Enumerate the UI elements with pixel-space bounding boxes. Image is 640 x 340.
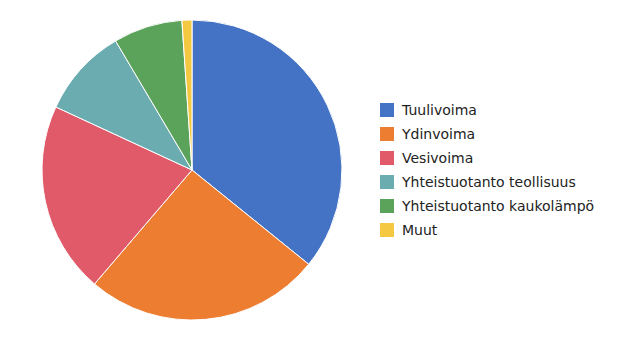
legend-swatch [380,199,394,213]
legend-item: Yhteistuotanto kaukolämpö [380,198,594,214]
legend-swatch [380,175,394,189]
legend-swatch [380,151,394,165]
legend-item: Muut [380,222,438,238]
legend-label: Ydinvoima [401,126,475,142]
legend-swatch [380,223,394,237]
legend-item: Tuulivoima [380,102,477,118]
pie-slice [182,20,192,170]
legend-swatch [380,127,394,141]
legend-label: Tuulivoima [401,102,477,118]
legend-item: Yhteistuotanto teollisuus [380,174,576,190]
legend: Tuulivoima Ydinvoima Vesivoima Yhteistuotan… [380,102,594,238]
legend-item: Ydinvoima [380,126,475,142]
legend-label: Yhteistuotanto kaukolämpö [401,198,594,214]
pie [42,20,342,320]
legend-label: Vesivoima [402,150,473,166]
legend-swatch [380,103,394,117]
legend-label: Muut [402,222,438,238]
legend-label: Yhteistuotanto teollisuus [401,174,576,190]
legend-item: Vesivoima [380,150,473,166]
pie-slice [116,20,192,170]
chart-root: Tuulivoima Ydinvoima Vesivoima Yhteistuotan… [0,0,640,340]
